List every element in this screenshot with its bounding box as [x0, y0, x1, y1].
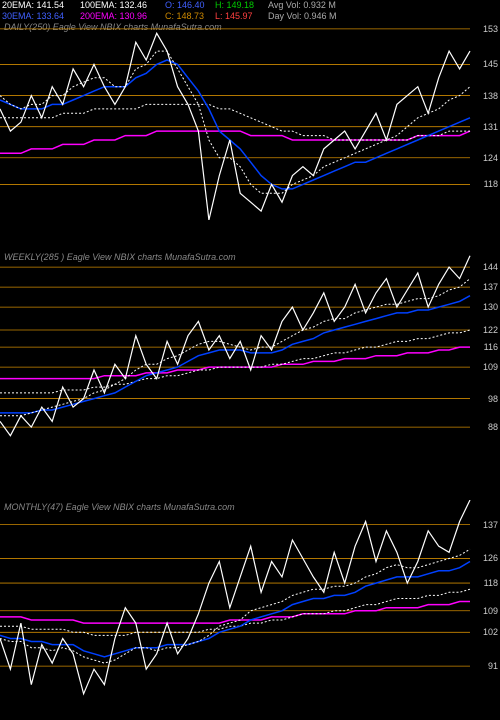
chart-container: 20EMA: 141.54 100EMA: 132.46 O: 146.40 H: 1… [0, 0, 500, 720]
series-ema20 [0, 51, 470, 193]
y-axis-label: 126 [483, 553, 498, 563]
y-axis-label: 145 [483, 59, 498, 69]
y-axis-label: 124 [483, 153, 498, 163]
y-axis-label: 109 [483, 362, 498, 372]
header-stat: 20EMA: 141.54 [2, 0, 64, 10]
y-axis-label: 144 [483, 262, 498, 272]
y-axis-label: 116 [484, 342, 498, 352]
y-axis-label: 137 [483, 282, 498, 292]
series-price [0, 500, 470, 694]
chart-panel-weekly: WEEKLY(285 ) Eagle View NBIX charts Muna… [0, 250, 500, 450]
y-axis-label: 122 [483, 325, 498, 335]
series-ema200 [0, 131, 470, 153]
y-axis-label: 88 [488, 422, 498, 432]
series-ema100 [0, 104, 470, 140]
y-axis-label: 98 [488, 394, 498, 404]
y-axis-label: 91 [488, 661, 498, 671]
chart-panel-monthly: MONTHLY(47) Eagle View NBIX charts Munaf… [0, 500, 500, 700]
header-stat: O: 146.40 [165, 0, 205, 10]
y-axis-label: 153 [483, 24, 498, 34]
y-axis-label: 118 [484, 179, 498, 189]
chart-panel-daily: DAILY(250) Eagle View NBIX charts Munafa… [0, 20, 500, 220]
y-axis-label: 137 [483, 520, 498, 530]
panel-svg [0, 500, 500, 700]
header-stat: 100EMA: 132.46 [80, 0, 147, 10]
y-axis-label: 130 [483, 302, 498, 312]
header-stat: H: 149.18 [215, 0, 254, 10]
series-ema200 [0, 602, 470, 624]
y-axis-label: 109 [483, 606, 498, 616]
y-axis-label: 138 [483, 91, 498, 101]
header-stat: Avg Vol: 0.932 M [268, 0, 336, 10]
series-ema30 [0, 562, 470, 657]
y-axis-label: 102 [483, 627, 498, 637]
panel-svg [0, 20, 500, 220]
series-ema200 [0, 347, 470, 379]
y-axis-label: 131 [483, 122, 498, 132]
series-ema20 [0, 549, 470, 663]
panel-svg [0, 250, 500, 450]
y-axis-label: 118 [484, 578, 498, 588]
series-ema100 [0, 330, 470, 393]
